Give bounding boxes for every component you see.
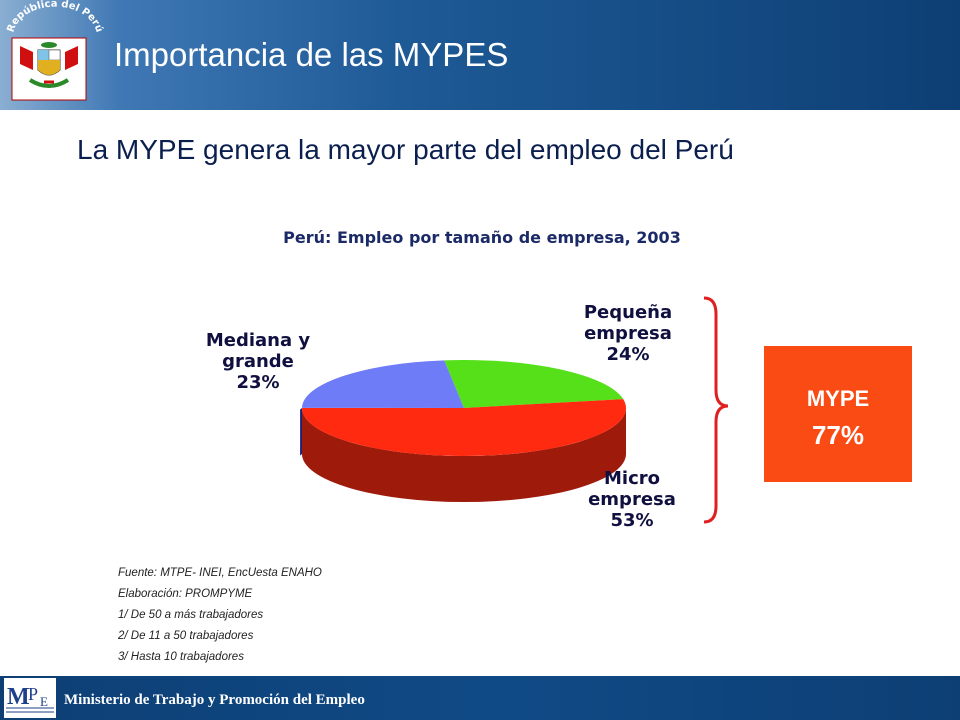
pie-side-1 [302,408,626,502]
slice-label-micro-line2: empresa [588,489,676,510]
slide-subtitle: La MYPE genera la mayor parte del empleo… [77,134,734,165]
pie-slice-2 [302,360,464,408]
svg-text:M: M [7,684,30,710]
peru-coat-of-arms-icon: República del Perú [5,0,105,101]
mype-label: MYPE [806,386,870,411]
mype-total-box: MYPE 77% [764,346,912,482]
note-3: 3/ Hasta 10 trabajadores [118,651,244,663]
svg-text:E: E [40,694,48,709]
slice-label-pequena-line1: Pequeña [583,302,673,323]
note-source: Fuente: MTPE- INEI, EncUesta ENAHO [118,567,322,579]
slice-label-mediana-line2: grande [222,351,294,372]
slice-value-pequena: 24% [606,344,650,365]
chart-title: Perú: Empleo por tamaño de empresa, 2003 [0,228,960,247]
chart-title-text: Perú: Empleo por tamaño de empresa, 2003 [283,228,681,247]
footer-bar [0,676,960,720]
slice-label-pequena: Pequeña empresa 24% [568,302,688,365]
footer-ministry-name: Ministerio de Trabajo y Promoción del Em… [64,692,365,708]
slice-label-micro-line1: Micro [604,468,660,489]
mype-value: 77% [811,420,865,450]
slice-label-mediana: Mediana y grande 23% [196,330,320,393]
slice-label-pequena-line2: empresa [584,323,672,344]
page-title: Importancia de las MYPES [114,36,509,73]
header-bar [0,0,960,110]
note-2: 2/ De 11 a 50 trabajadores [118,630,254,642]
pie-slice-1 [301,399,626,456]
pie-slice-0 [444,360,624,408]
mtpe-logo-icon: M P E [4,678,56,718]
pie-edge-left [300,408,302,456]
note-1: 1/ De 50 a más trabajadores [118,609,264,621]
slice-value-mediana: 23% [236,372,280,393]
svg-text:P: P [28,684,38,704]
slice-label-micro: Micro empresa 53% [572,468,692,531]
curly-brace-icon [703,296,729,524]
slice-label-mediana-line1: Mediana y [205,330,311,351]
note-elaboration: Elaboración: PROMPYME [118,588,253,600]
slice-value-micro: 53% [610,510,654,531]
source-notes: Fuente: MTPE- INEI, EncUesta ENAHO Elabo… [118,563,322,668]
